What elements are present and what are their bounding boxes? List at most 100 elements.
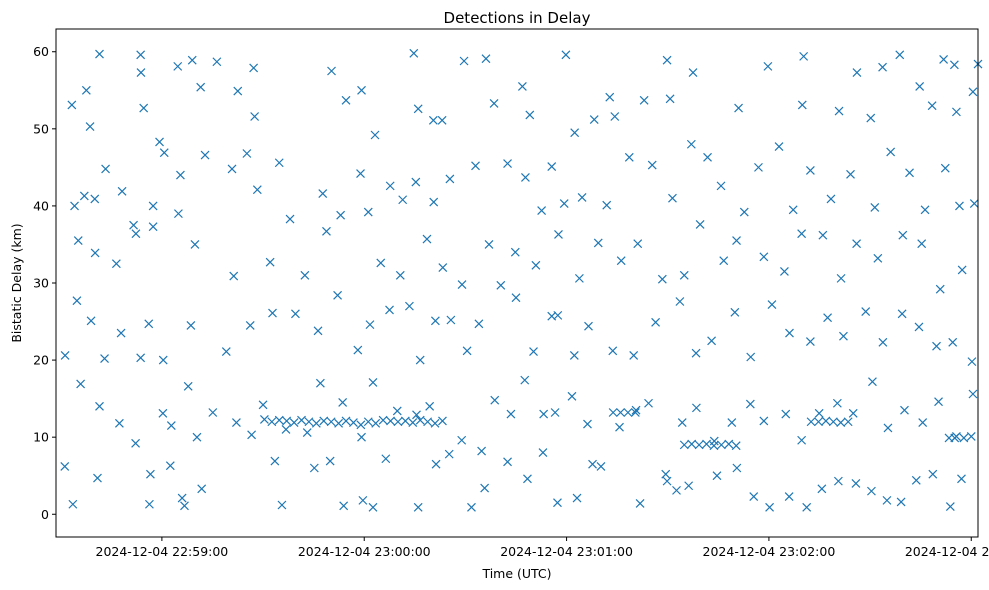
data-point: [898, 230, 908, 240]
track-point: [828, 417, 838, 427]
data-point: [165, 461, 175, 471]
data-point: [457, 435, 467, 445]
data-point: [870, 203, 880, 212]
data-point: [229, 271, 239, 281]
data-point: [749, 492, 759, 501]
data-point: [490, 395, 500, 405]
data-point: [302, 428, 312, 437]
data-point: [101, 164, 110, 174]
data-point: [554, 230, 563, 239]
data-point: [746, 352, 756, 362]
data-point: [818, 230, 828, 240]
data-point: [851, 479, 861, 488]
data-point: [186, 320, 196, 330]
data-point: [639, 95, 649, 105]
data-point: [511, 293, 521, 303]
data-point: [446, 315, 456, 325]
data-point: [173, 61, 183, 71]
data-point: [333, 290, 343, 300]
data-point: [878, 62, 887, 72]
data-point: [325, 456, 335, 466]
data-point: [547, 162, 557, 172]
data-point: [754, 162, 763, 172]
data-point: [763, 61, 773, 71]
track-point: [363, 417, 373, 427]
data-point: [635, 499, 645, 508]
track-point: [702, 439, 711, 449]
data-point: [730, 307, 740, 317]
track-point: [423, 417, 433, 427]
data-point: [848, 408, 858, 418]
data-point: [136, 353, 146, 363]
data-point: [268, 308, 277, 318]
data-point: [846, 169, 855, 179]
data-point: [785, 328, 794, 338]
track-point: [267, 417, 277, 427]
track-point: [349, 418, 358, 427]
data-point: [523, 474, 532, 484]
data-point: [252, 185, 262, 195]
data-point: [531, 260, 541, 270]
data-point: [459, 56, 469, 66]
data-point: [480, 483, 490, 493]
data-point: [144, 499, 154, 509]
y-tick-label: 0: [41, 507, 49, 522]
data-point: [437, 115, 447, 125]
data-point: [732, 463, 742, 473]
track-point: [814, 417, 823, 427]
data-point: [805, 337, 815, 347]
data-point: [413, 502, 423, 512]
data-point: [404, 301, 414, 311]
data-point: [187, 55, 197, 65]
data-point: [948, 337, 958, 347]
scatter-markers: [60, 48, 983, 512]
data-point: [774, 142, 784, 151]
data-point: [398, 195, 408, 205]
data-point: [631, 405, 641, 415]
track-point: [378, 415, 388, 425]
data-point: [274, 158, 284, 168]
data-point: [422, 234, 432, 244]
data-point: [100, 354, 109, 363]
data-point: [788, 205, 798, 215]
data-point: [553, 498, 562, 508]
data-point: [457, 280, 467, 289]
data-point: [129, 220, 138, 230]
data-point: [968, 389, 978, 399]
data-point: [376, 258, 386, 268]
data-point: [90, 248, 100, 258]
data-point: [826, 194, 836, 204]
data-point: [285, 214, 295, 224]
data-point: [76, 379, 86, 389]
data-point: [593, 238, 603, 248]
data-point: [797, 229, 807, 239]
data-point: [644, 398, 653, 408]
data-point: [759, 416, 769, 426]
data-point: [111, 259, 121, 269]
track-point: [731, 441, 741, 451]
data-point: [905, 168, 914, 178]
data-point: [955, 201, 964, 211]
data-point: [212, 57, 222, 67]
track-point: [716, 440, 726, 450]
data-point: [949, 60, 959, 70]
data-point: [166, 421, 176, 431]
data-point: [927, 101, 937, 111]
data-point: [242, 149, 252, 158]
track-point: [326, 417, 336, 427]
track-point: [274, 415, 284, 425]
data-point: [633, 239, 643, 249]
data-point: [95, 49, 104, 59]
data-point: [569, 351, 579, 360]
data-point: [148, 201, 158, 211]
data-point: [596, 462, 606, 471]
track-point: [438, 416, 447, 426]
data-point: [662, 476, 672, 486]
data-point: [318, 189, 328, 199]
data-point: [136, 50, 146, 60]
data-point: [208, 408, 218, 417]
track-point: [386, 416, 395, 426]
data-point: [896, 497, 906, 507]
data-point: [882, 495, 892, 505]
